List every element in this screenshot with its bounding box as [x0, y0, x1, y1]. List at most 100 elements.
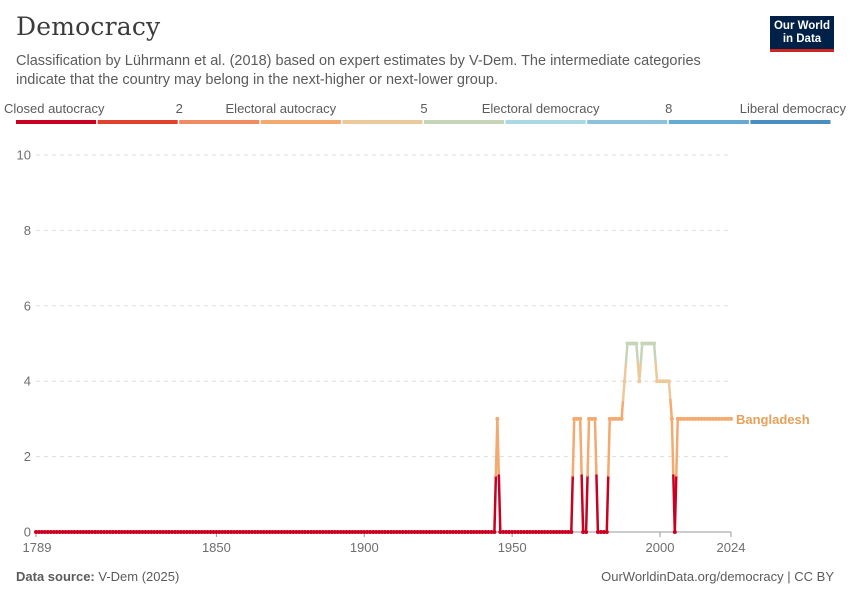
data-point	[391, 530, 396, 534]
y-axis-ticks: 0 2 4 6 8 10	[17, 148, 31, 540]
data-point	[462, 530, 467, 534]
data-point	[306, 530, 311, 534]
data-point	[146, 530, 151, 534]
data-point	[39, 530, 44, 534]
data-point	[54, 530, 59, 534]
data-point	[619, 416, 624, 421]
data-point	[453, 530, 458, 534]
data-point	[347, 530, 352, 534]
data-point	[116, 530, 121, 534]
data-point	[601, 530, 606, 534]
data-point	[663, 379, 668, 384]
data-point	[433, 530, 438, 534]
data-point	[241, 530, 246, 534]
data-point	[637, 379, 642, 384]
data-point	[678, 416, 683, 421]
x-axis-ticks: 1789 1850 1900 1950 2000 2024	[23, 532, 745, 555]
data-point	[400, 530, 405, 534]
data-point	[578, 416, 583, 421]
series-segment	[673, 474, 678, 534]
series-segment	[669, 398, 674, 421]
data-point	[78, 530, 83, 534]
series-segment	[497, 474, 502, 534]
legend-label-6: Liberal democracy	[740, 101, 847, 116]
logo-line-1: Our World	[773, 20, 830, 32]
data-point	[477, 530, 482, 534]
data-point	[51, 530, 56, 534]
data-point	[137, 530, 142, 534]
data-source[interactable]: Data source: V-Dem (2025)	[16, 569, 179, 584]
data-point	[513, 530, 518, 534]
data-point	[66, 530, 71, 534]
data-point	[403, 530, 408, 534]
data-point	[451, 530, 455, 534]
data-point	[569, 530, 574, 534]
data-point	[267, 530, 272, 534]
data-point	[288, 530, 293, 534]
data-point	[592, 416, 597, 421]
data-point	[723, 416, 728, 421]
data-point	[702, 416, 707, 421]
data-point	[717, 416, 722, 421]
data-point	[382, 530, 387, 534]
data-point	[238, 530, 243, 534]
data-point	[720, 416, 725, 421]
data-point	[465, 530, 470, 534]
data-point	[726, 416, 731, 421]
data-point	[572, 416, 577, 421]
series-group[interactable]: Bangladesh	[34, 341, 810, 535]
series-segment	[667, 379, 672, 402]
data-point	[643, 341, 648, 346]
data-point	[371, 530, 376, 534]
data-point	[652, 341, 657, 346]
data-point	[60, 530, 65, 534]
data-point	[246, 530, 251, 534]
x-tick-label-2000: 2000	[646, 540, 675, 555]
data-point	[545, 530, 550, 534]
data-point	[258, 530, 263, 534]
x-tick-label-1900: 1900	[350, 540, 379, 555]
data-point	[214, 530, 219, 534]
data-point	[45, 530, 50, 534]
data-point	[309, 530, 314, 534]
data-point	[119, 530, 124, 534]
data-point	[184, 530, 189, 534]
data-point	[711, 416, 716, 421]
series-label-0: Bangladesh	[736, 412, 810, 427]
series-segment	[593, 417, 598, 477]
data-point	[273, 530, 278, 534]
series-segment	[571, 417, 576, 477]
chart-title: Democracy	[16, 12, 161, 41]
data-point	[226, 530, 231, 534]
data-point	[279, 530, 284, 534]
series-segment	[638, 361, 643, 383]
data-point	[158, 530, 163, 534]
legend-label-1: 2	[176, 101, 183, 116]
data-point	[344, 530, 349, 534]
series-segment	[584, 474, 589, 534]
data-point	[687, 416, 692, 421]
data-point	[729, 416, 733, 421]
legend-label-0: Closed autocracy	[4, 101, 105, 116]
legend-swatch-1	[97, 120, 178, 124]
data-point	[424, 530, 429, 534]
data-point	[459, 530, 464, 534]
data-point	[468, 530, 473, 534]
color-legend[interactable]: Closed autocracy 2 Electoral autocracy 5 Ele…	[4, 101, 846, 124]
data-point	[205, 530, 210, 534]
data-point	[427, 530, 432, 534]
data-point	[705, 416, 710, 421]
data-point	[646, 341, 651, 346]
legend-label-3: 5	[420, 101, 427, 116]
x-tick-label-1950: 1950	[498, 540, 527, 555]
series-segment	[578, 417, 583, 477]
data-point	[359, 530, 364, 534]
data-point	[300, 530, 305, 534]
data-point	[551, 530, 556, 534]
data-point	[113, 530, 118, 534]
owid-logo[interactable]: Our World in Data	[770, 16, 834, 52]
footer-url[interactable]: OurWorldinData.org/democracy | CC BY	[601, 569, 834, 584]
data-point	[69, 530, 74, 534]
data-point	[161, 530, 166, 534]
